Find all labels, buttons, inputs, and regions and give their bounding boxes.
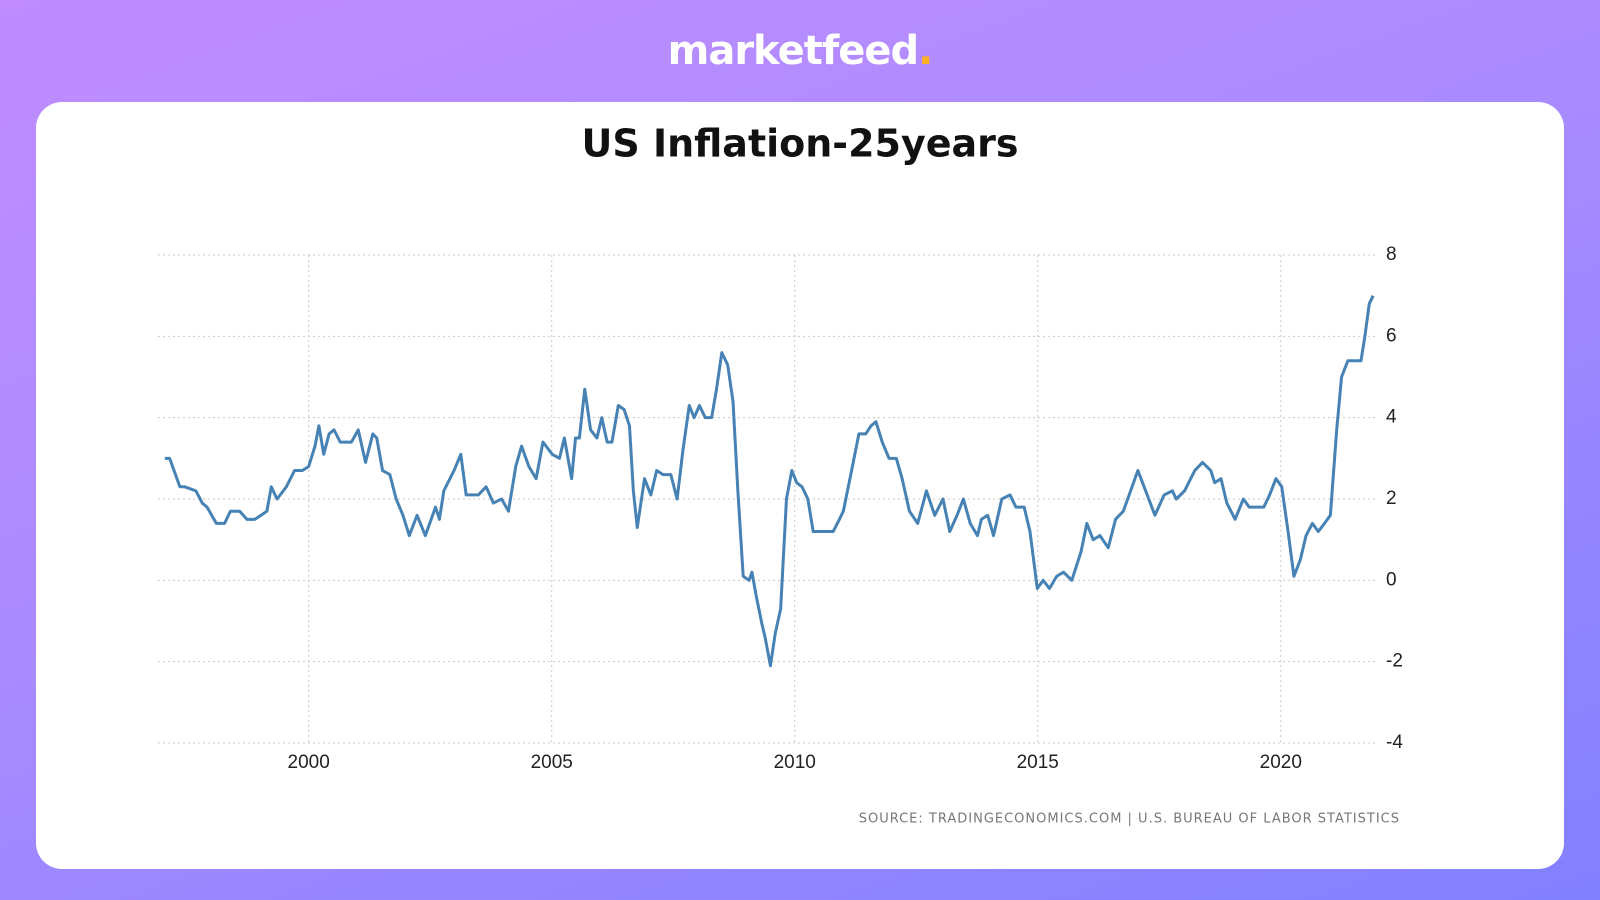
x-tick-label: 2010 xyxy=(774,752,816,773)
y-tick-label: -2 xyxy=(1386,651,1403,672)
y-tick-label: 0 xyxy=(1386,569,1397,590)
y-tick-label: 2 xyxy=(1386,488,1397,509)
x-tick-label: 2020 xyxy=(1260,752,1302,773)
brand-name: marketfeed xyxy=(667,28,919,74)
y-tick-label: -4 xyxy=(1386,732,1403,753)
y-tick-label: 8 xyxy=(1386,244,1397,265)
x-tick-label: 2015 xyxy=(1017,752,1059,773)
brand: marketfeed. xyxy=(0,28,1600,74)
source: SOURCE: TRADINGECONOMICS.COM | U.S. BURE… xyxy=(859,812,1400,827)
chart-title: US Inflation-25years xyxy=(582,122,1019,166)
line xyxy=(164,295,1375,668)
x-tick-label: 2005 xyxy=(531,752,573,773)
brand-dot: . xyxy=(918,28,933,74)
y-tick-label: 6 xyxy=(1386,325,1397,346)
y-tick-label: 4 xyxy=(1386,407,1397,428)
x-tick-label: 2000 xyxy=(288,752,330,773)
